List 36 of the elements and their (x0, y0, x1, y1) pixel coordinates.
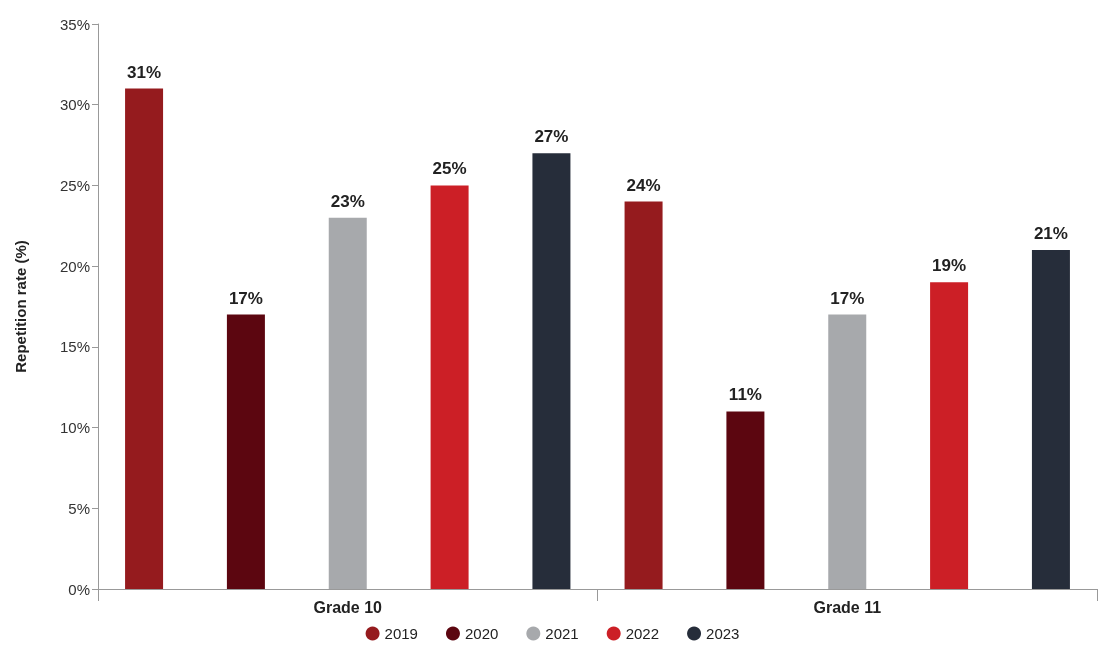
bar (328, 217, 367, 589)
data-label: 25% (432, 159, 467, 179)
y-tick-label: 0% (68, 580, 90, 598)
data-label: 23% (330, 191, 365, 211)
data-label: 21% (1033, 224, 1068, 243)
legend-label: 2022 (625, 625, 660, 642)
x-tick-label: Grade 10 (313, 598, 383, 616)
x-tick-label: Grade 11 (813, 598, 882, 616)
data-label: 17% (830, 288, 865, 308)
y-tick-label: 30% (59, 96, 90, 114)
legend-label: 2019 (384, 625, 418, 642)
y-tick-label: 15% (59, 338, 90, 356)
bar (226, 314, 265, 589)
bar (532, 153, 571, 589)
bar (828, 314, 867, 589)
bar (430, 185, 469, 589)
y-axis-title: Repetition rate (%) (12, 240, 29, 373)
bar (624, 201, 663, 589)
bar (930, 282, 969, 589)
data-label: 17% (228, 288, 263, 308)
data-label: 27% (534, 127, 569, 147)
y-tick-label: 25% (59, 176, 90, 194)
legend-label: 2020 (464, 625, 499, 642)
data-label: 31% (127, 62, 162, 82)
y-tick-label: 35% (59, 15, 90, 33)
bar (726, 411, 765, 589)
legend-label: 2021 (545, 625, 579, 642)
data-label: 24% (626, 175, 661, 195)
y-tick-label: 5% (68, 499, 90, 517)
bar (1031, 250, 1070, 589)
legend-label: 2023 (706, 625, 740, 642)
data-label: 19% (932, 256, 967, 276)
y-tick-label: 10% (59, 419, 90, 437)
data-label: 11% (728, 385, 762, 405)
bar (125, 88, 164, 589)
y-tick-label: 20% (59, 257, 90, 275)
